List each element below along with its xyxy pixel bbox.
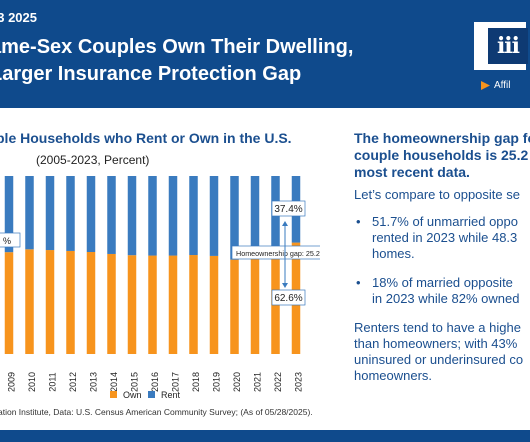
- bar-own-2019: [209, 255, 219, 354]
- legend-own-swatch: [110, 391, 117, 398]
- bullet-2-line-1: 18% of married opposite: [372, 275, 513, 290]
- x-tick-label-2010: 2010: [27, 372, 37, 392]
- header-band: 03 2025 ame-Sex Couples Own Their Dwelli…: [0, 0, 530, 108]
- bullet-1-line-1: 51.7% of unmarried oppo: [372, 214, 518, 229]
- bar-own-2021: [250, 248, 260, 354]
- x-tick-label-2023: 2023: [293, 372, 303, 392]
- bar-rent-2018: [189, 176, 198, 256]
- bar-own-2012: [66, 250, 75, 354]
- gap-arrow: [282, 221, 288, 288]
- bar-own-2015: [127, 255, 137, 354]
- own-2023-text: 62.6%: [274, 293, 302, 304]
- legend: Own Rent: [110, 390, 181, 400]
- affiliation-label: Affil: [494, 80, 511, 91]
- logo-mark: iii: [488, 28, 528, 64]
- stacked-bar-chart: 2009 2010 2011 2012 2013 2014 2015 2016 2017 2018…: [0, 176, 320, 400]
- legend-rent-label: Rent: [161, 390, 181, 400]
- slide-title-line-1: ame-Sex Couples Own Their Dwelling,: [0, 36, 354, 58]
- bar-rent-2014: [107, 176, 116, 254]
- bullet-2-dot: •: [356, 275, 361, 290]
- x-tick-label-2013: 2013: [88, 372, 98, 392]
- logo: iii: [474, 22, 528, 70]
- bar-rent-2020: [230, 176, 239, 260]
- bar-own-2017: [168, 255, 178, 354]
- bar-rent-2012: [66, 176, 75, 251]
- x-tick-label-2018: 2018: [191, 372, 201, 392]
- source-footnote: ation Institute, Data: U.S. Census Ameri…: [0, 407, 313, 417]
- x-tick-label-2017: 2017: [170, 372, 180, 392]
- x-tick-label-2011: 2011: [47, 372, 57, 391]
- x-tick-label-2015: 2015: [129, 372, 139, 392]
- bars-group: [4, 176, 301, 354]
- closing-paragraph: Renters tend to have a highe than homeow…: [354, 320, 523, 384]
- closing-line-1: Renters tend to have a highe: [354, 320, 521, 335]
- bar-own-2010: [25, 249, 34, 354]
- bar-rent-2009: [4, 176, 14, 253]
- legend-own-label: Own: [123, 390, 142, 400]
- bar-rent-2010: [25, 176, 34, 250]
- left-partial-label: %: [0, 232, 21, 248]
- x-tick-label-2022: 2022: [273, 372, 283, 392]
- bar-own-2020: [230, 259, 239, 354]
- gap-text: Homeownership gap: 25.2%: [236, 249, 320, 258]
- x-axis-labels: 2009 2010 2011 2012 2013 2014 2015 2016 2017 2018…: [6, 372, 303, 392]
- bar-rent-2015: [127, 176, 137, 256]
- right-intro: Let’s compare to opposite se: [354, 187, 520, 202]
- bar-rent-2011: [45, 176, 55, 251]
- right-headline: The homeownership gap fo couple househol…: [354, 130, 530, 181]
- x-tick-label-2009: 2009: [6, 372, 16, 392]
- bar-own-2009: [4, 252, 14, 354]
- rent-2023-text: 37.4%: [274, 204, 302, 215]
- bar-rent-2019: [209, 176, 219, 256]
- x-tick-label-2021: 2021: [252, 372, 262, 392]
- footer-band: [0, 430, 530, 442]
- chart-subtitle: (2005-2023, Percent): [36, 153, 150, 167]
- affiliation-mark-icon: [481, 81, 490, 90]
- bar-own-2013: [86, 252, 96, 354]
- bar-own-2011: [45, 250, 55, 354]
- x-tick-label-2020: 2020: [232, 372, 242, 392]
- bullet-1-line-3: homes.: [372, 246, 415, 261]
- bullet-2: 18% of married opposite in 2023 while 82…: [372, 275, 519, 307]
- bullet-1: 51.7% of unmarried oppo rented in 2023 w…: [372, 214, 518, 262]
- bar-rent-2017: [168, 176, 178, 256]
- right-headline-line-3: most recent data.: [354, 164, 470, 180]
- bullet-1-line-2: rented in 2023 while 48.3: [372, 230, 518, 245]
- gap-label: Homeownership gap: 25.2%: [231, 245, 320, 260]
- bar-own-2016: [148, 255, 157, 354]
- right-headline-line-2: couple households is 25.2: [354, 147, 529, 163]
- closing-line-2: than homeowners; with 43%: [354, 336, 518, 351]
- legend-rent-swatch: [148, 391, 155, 398]
- own-2023-label: 62.6%: [271, 289, 306, 306]
- slide-title-line-2: Larger Insurance Protection Gap: [0, 63, 302, 85]
- x-tick-label-2016: 2016: [150, 372, 160, 392]
- right-headline-line-1: The homeownership gap fo: [354, 130, 530, 146]
- bar-own-2018: [189, 255, 198, 354]
- closing-line-3: uninsured or underinsured co: [354, 352, 524, 367]
- chart-title: ple Households who Rent or Own in the U.…: [0, 130, 292, 146]
- bar-own-2014: [107, 253, 116, 354]
- closing-line-4: homeowners.: [354, 368, 433, 383]
- left-partial-text: %: [3, 236, 11, 246]
- rent-2023-label: 37.4%: [271, 200, 306, 217]
- bullet-2-line-2: in 2023 while 82% owned: [372, 291, 520, 306]
- bar-rent-2013: [86, 176, 96, 253]
- bullet-1-dot: •: [356, 214, 361, 229]
- x-tick-label-2012: 2012: [68, 372, 78, 392]
- x-tick-label-2019: 2019: [211, 372, 221, 392]
- bar-rent-2021: [250, 176, 260, 249]
- bar-rent-2016: [148, 176, 157, 256]
- date-label: 03 2025: [0, 10, 37, 25]
- x-tick-label-2014: 2014: [109, 372, 119, 392]
